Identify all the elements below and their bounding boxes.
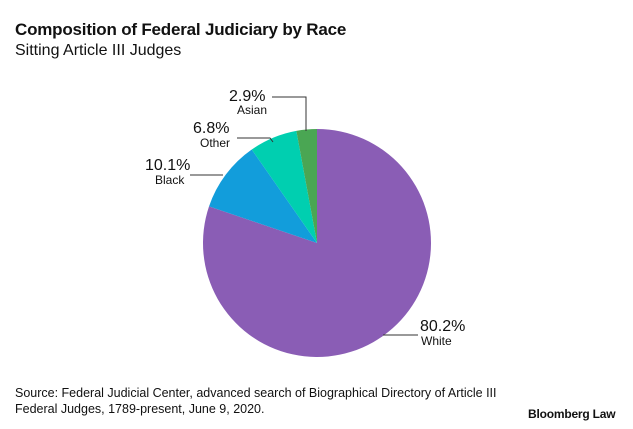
- leader-line-other: [237, 137, 274, 143]
- data-label-asian-pct: 2.9%: [229, 88, 265, 105]
- data-label-other-pct: 6.8%: [193, 120, 229, 137]
- source-note: Source: Federal Judicial Center, advance…: [15, 386, 497, 416]
- pie-slice-white: [202, 129, 431, 358]
- data-label-white-pct: 80.2%: [420, 318, 465, 335]
- data-label-black-pct: 10.1%: [145, 157, 190, 174]
- pie-slice-other: [251, 130, 317, 243]
- data-label-other: Other: [200, 136, 230, 150]
- data-label-white: White: [421, 334, 452, 348]
- pie-slice-asian: [296, 129, 317, 243]
- brand-logo: Bloomberg Law: [528, 407, 616, 421]
- data-label-black: Black: [155, 173, 185, 187]
- chart-subtitle: Sitting Article III Judges: [15, 42, 182, 59]
- leader-lines: [190, 96, 418, 336]
- leader-line-asian: [272, 96, 307, 131]
- data-label-asian: Asian: [237, 103, 267, 117]
- pie-slice-black: [209, 149, 317, 243]
- chart-title: Composition of Federal Judiciary by Race: [15, 20, 347, 39]
